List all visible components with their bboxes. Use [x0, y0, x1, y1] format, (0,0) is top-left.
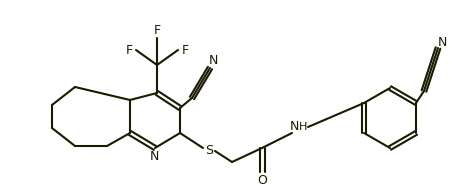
Text: S: S: [205, 145, 213, 157]
Text: N: N: [208, 55, 218, 68]
Text: O: O: [257, 174, 267, 186]
Text: F: F: [182, 44, 189, 56]
Text: F: F: [125, 44, 132, 56]
Text: N: N: [149, 150, 158, 162]
Text: N: N: [289, 121, 298, 133]
Text: F: F: [153, 25, 160, 37]
Text: N: N: [438, 36, 447, 49]
Text: H: H: [299, 122, 307, 132]
